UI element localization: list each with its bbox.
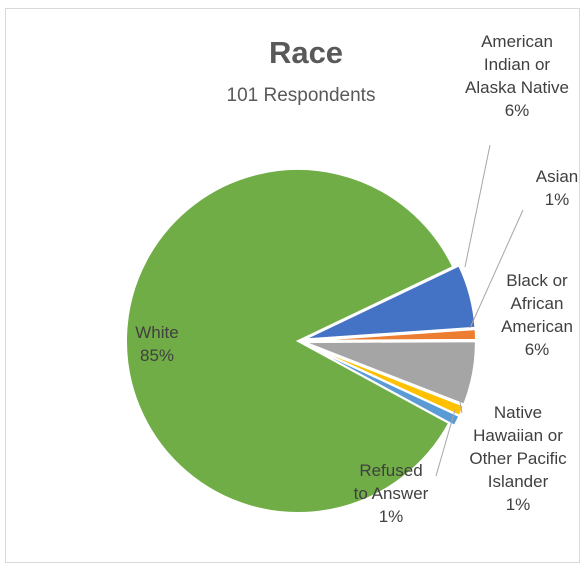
slice-label-black: Black or African American 6% xyxy=(501,271,573,359)
pie-slice-american-indian xyxy=(303,264,477,341)
slice-label-asian: Asian 1% xyxy=(536,167,579,209)
leader-line-refused xyxy=(435,409,456,477)
pie-slices xyxy=(125,168,477,514)
slice-label-american-indian: American Indian or Alaska Native 6% xyxy=(465,32,569,120)
leader-line-asian xyxy=(469,209,524,329)
slice-label-white: White 85% xyxy=(135,323,178,365)
slice-labels: American Indian or Alaska Native 6% Asian 1% B… xyxy=(135,32,578,526)
chart-title: Race xyxy=(269,35,343,70)
pie-slice-black xyxy=(303,340,477,406)
slice-label-refused: Refused to Answer 1% xyxy=(354,461,429,526)
pie-slice-asian xyxy=(303,328,477,342)
leader-line-native-hawaiian xyxy=(459,401,463,414)
leader-line-american-indian xyxy=(464,144,491,268)
pie-slice-white xyxy=(125,168,455,514)
chart-subtitle: 101 Respondents xyxy=(227,85,376,106)
slice-label-native-hawaiian: Native Hawaiian or Other Pacific Islander 1% xyxy=(469,403,567,514)
leader-lines xyxy=(435,144,524,477)
